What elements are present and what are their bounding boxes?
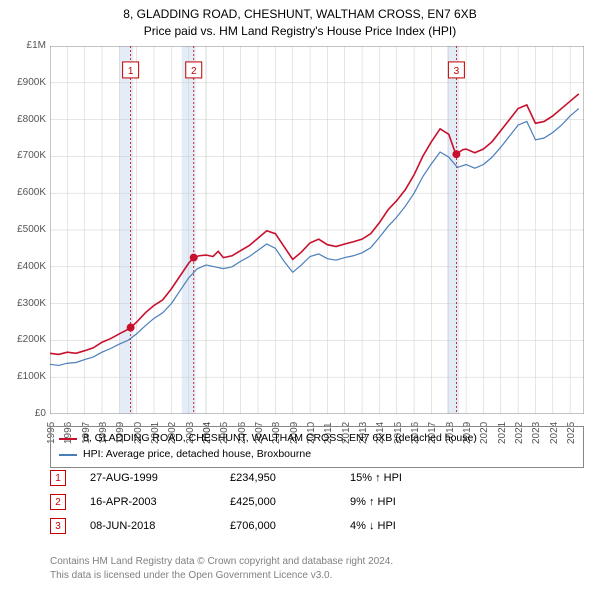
marker-diff: 9% ↑ HPI xyxy=(350,496,470,508)
legend: 8, GLADDING ROAD, CHESHUNT, WALTHAM CROS… xyxy=(50,426,584,468)
table-row: 1 27-AUG-1999 £234,950 15% ↑ HPI xyxy=(50,466,470,490)
marker-price: £234,950 xyxy=(230,472,350,484)
marker-price: £425,000 xyxy=(230,496,350,508)
table-row: 3 08-JUN-2018 £706,000 4% ↓ HPI xyxy=(50,514,470,538)
svg-text:2: 2 xyxy=(191,66,197,77)
marker-price: £706,000 xyxy=(230,520,350,532)
marker-badge: 1 xyxy=(50,470,66,486)
marker-date: 08-JUN-2018 xyxy=(90,520,230,532)
title-line-1: 8, GLADDING ROAD, CHESHUNT, WALTHAM CROS… xyxy=(0,6,600,23)
marker-date: 27-AUG-1999 xyxy=(90,472,230,484)
marker-badge: 3 xyxy=(50,518,66,534)
legend-label-hpi: HPI: Average price, detached house, Brox… xyxy=(83,447,311,463)
table-row: 2 16-APR-2003 £425,000 9% ↑ HPI xyxy=(50,490,470,514)
title-line-2: Price paid vs. HM Land Registry's House … xyxy=(0,23,600,40)
legend-label-property: 8, GLADDING ROAD, CHESHUNT, WALTHAM CROS… xyxy=(83,431,477,447)
markers-table: 1 27-AUG-1999 £234,950 15% ↑ HPI 2 16-AP… xyxy=(50,466,470,538)
footer-line-1: Contains HM Land Registry data © Crown c… xyxy=(50,555,393,569)
legend-item-property: 8, GLADDING ROAD, CHESHUNT, WALTHAM CROS… xyxy=(59,431,575,447)
chart-title: 8, GLADDING ROAD, CHESHUNT, WALTHAM CROS… xyxy=(0,0,600,40)
legend-swatch-property xyxy=(59,438,77,440)
marker-badge: 2 xyxy=(50,494,66,510)
marker-date: 16-APR-2003 xyxy=(90,496,230,508)
marker-diff: 15% ↑ HPI xyxy=(350,472,470,484)
price-chart: 1 2 3 xyxy=(50,46,584,414)
legend-item-hpi: HPI: Average price, detached house, Brox… xyxy=(59,447,575,463)
legend-swatch-hpi xyxy=(59,454,77,456)
footer-line-2: This data is licensed under the Open Gov… xyxy=(50,569,393,583)
marker-diff: 4% ↓ HPI xyxy=(350,520,470,532)
footer-attribution: Contains HM Land Registry data © Crown c… xyxy=(50,555,393,582)
svg-text:3: 3 xyxy=(454,66,460,77)
svg-text:1: 1 xyxy=(128,66,134,77)
